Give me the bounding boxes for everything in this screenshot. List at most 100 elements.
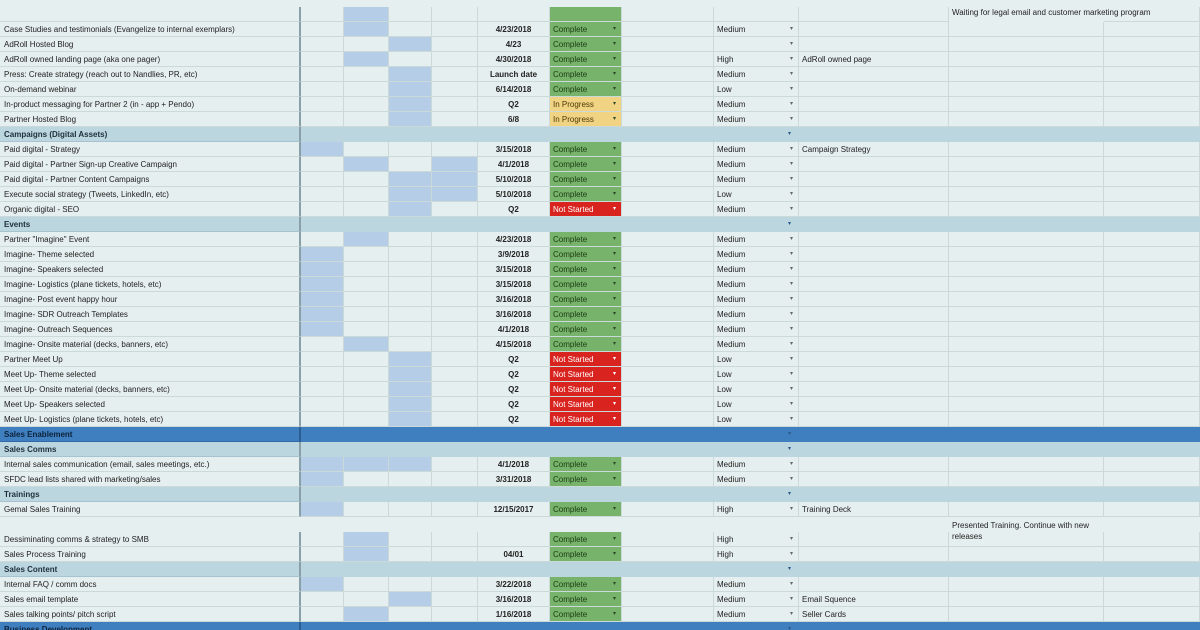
empty-cell[interactable] <box>622 142 714 157</box>
timeline-cell[interactable] <box>432 232 478 247</box>
task-name-cell[interactable]: SFDC lead lists shared with marketing/sa… <box>0 472 301 487</box>
timeline-cell[interactable] <box>432 247 478 262</box>
priority-dropdown[interactable]: High ▾ <box>714 532 799 547</box>
timeline-cell[interactable] <box>344 37 389 52</box>
timeline-cell[interactable] <box>432 52 478 67</box>
timeline-cell[interactable] <box>301 142 344 157</box>
timeline-cell[interactable] <box>389 67 432 82</box>
due-date-cell[interactable] <box>478 532 550 547</box>
status-dropdown[interactable]: Complete ▾ <box>550 157 622 172</box>
section-title[interactable]: Sales Content <box>0 562 301 577</box>
timeline-cell[interactable] <box>344 82 389 97</box>
timeline-cell[interactable] <box>344 352 389 367</box>
task-name-cell[interactable]: Imagine- Logistics (plane tickets, hotel… <box>0 277 301 292</box>
due-date-cell[interactable]: 4/30/2018 <box>478 52 550 67</box>
empty-cell[interactable] <box>622 262 714 277</box>
priority-dropdown[interactable]: Medium ▾ <box>714 457 799 472</box>
notes-cell[interactable]: Campaign Strategy <box>799 142 949 157</box>
timeline-cell[interactable] <box>301 457 344 472</box>
empty-cell[interactable] <box>622 592 714 607</box>
task-name-cell[interactable]: Imagine- Outreach Sequences <box>0 322 301 337</box>
empty-cell[interactable] <box>622 307 714 322</box>
task-name-cell[interactable]: Paid digital - Partner Content Campaigns <box>0 172 301 187</box>
notes-cell[interactable] <box>799 232 949 247</box>
timeline-cell[interactable] <box>301 322 344 337</box>
task-name-cell[interactable]: Imagine- Theme selected <box>0 247 301 262</box>
timeline-cell[interactable] <box>344 592 389 607</box>
timeline-cell[interactable] <box>301 232 344 247</box>
empty-cell[interactable] <box>1104 262 1200 277</box>
empty-cell[interactable] <box>622 382 714 397</box>
comments-cell[interactable] <box>949 547 1104 562</box>
status-dropdown[interactable]: Complete ▾ <box>550 52 622 67</box>
comments-cell[interactable] <box>949 397 1104 412</box>
timeline-cell[interactable] <box>389 412 432 427</box>
status-dropdown[interactable]: Complete ▾ <box>550 322 622 337</box>
priority-dropdown[interactable]: Medium ▾ <box>714 307 799 322</box>
comments-cell[interactable] <box>949 502 1104 517</box>
timeline-cell[interactable] <box>301 112 344 127</box>
status-dropdown[interactable]: Complete ▾ <box>550 547 622 562</box>
empty-cell[interactable] <box>1104 382 1200 397</box>
timeline-cell[interactable] <box>344 157 389 172</box>
timeline-cell[interactable] <box>344 232 389 247</box>
priority-dropdown[interactable]: Medium ▾ <box>714 277 799 292</box>
timeline-cell[interactable] <box>301 37 344 52</box>
notes-cell[interactable] <box>799 472 949 487</box>
notes-cell[interactable] <box>799 202 949 217</box>
notes-cell[interactable] <box>799 247 949 262</box>
timeline-cell[interactable] <box>344 502 389 517</box>
comments-cell[interactable] <box>949 157 1104 172</box>
empty-cell[interactable] <box>1104 367 1200 382</box>
empty-cell[interactable] <box>622 52 714 67</box>
empty-cell[interactable] <box>622 277 714 292</box>
task-name-cell[interactable]: Dessiminating comms & strategy to SMB <box>0 532 301 547</box>
empty-cell[interactable] <box>622 97 714 112</box>
due-date-cell[interactable]: 3/16/2018 <box>478 307 550 322</box>
section-title[interactable]: Sales Comms <box>0 442 301 457</box>
timeline-cell[interactable] <box>432 367 478 382</box>
priority-dropdown[interactable]: Medium ▾ <box>714 592 799 607</box>
timeline-cell[interactable] <box>389 337 432 352</box>
status-dropdown[interactable]: Not Started ▾ <box>550 397 622 412</box>
task-name-cell[interactable]: Sales Process Training <box>0 547 301 562</box>
timeline-cell[interactable] <box>389 157 432 172</box>
status-dropdown[interactable]: Complete ▾ <box>550 277 622 292</box>
empty-cell[interactable] <box>1104 247 1200 262</box>
comments-cell[interactable] <box>949 337 1104 352</box>
empty-cell[interactable] <box>1104 472 1200 487</box>
timeline-cell[interactable] <box>389 532 432 547</box>
timeline-cell[interactable] <box>344 97 389 112</box>
timeline-cell[interactable] <box>389 607 432 622</box>
timeline-cell[interactable] <box>389 52 432 67</box>
notes-cell[interactable]: AdRoll owned page <box>799 52 949 67</box>
status-dropdown[interactable]: Complete ▾ <box>550 262 622 277</box>
comments-cell[interactable] <box>949 457 1104 472</box>
notes-cell[interactable] <box>799 307 949 322</box>
timeline-cell[interactable] <box>301 547 344 562</box>
notes-cell[interactable] <box>799 187 949 202</box>
timeline-cell[interactable] <box>344 397 389 412</box>
timeline-cell[interactable] <box>432 142 478 157</box>
timeline-cell[interactable] <box>389 367 432 382</box>
empty-cell[interactable] <box>1104 67 1200 82</box>
task-name-cell[interactable]: Paid digital - Strategy <box>0 142 301 157</box>
timeline-cell[interactable] <box>344 187 389 202</box>
timeline-cell[interactable] <box>301 277 344 292</box>
task-name-cell[interactable]: Internal FAQ / comm docs <box>0 577 301 592</box>
notes-cell[interactable] <box>799 367 949 382</box>
chevron-down-icon[interactable]: ▾ <box>788 491 792 497</box>
timeline-cell[interactable] <box>432 532 478 547</box>
comments-cell[interactable] <box>949 202 1104 217</box>
due-date-cell[interactable]: 3/15/2018 <box>478 142 550 157</box>
timeline-cell[interactable] <box>432 112 478 127</box>
due-date-cell[interactable]: 4/1/2018 <box>478 322 550 337</box>
notes-cell[interactable] <box>799 112 949 127</box>
due-date-cell[interactable]: 3/22/2018 <box>478 577 550 592</box>
priority-dropdown[interactable]: Medium ▾ <box>714 247 799 262</box>
timeline-cell[interactable] <box>432 337 478 352</box>
timeline-cell[interactable] <box>432 37 478 52</box>
priority-dropdown[interactable]: High ▾ <box>714 502 799 517</box>
comments-cell[interactable] <box>949 142 1104 157</box>
notes-cell[interactable] <box>799 37 949 52</box>
